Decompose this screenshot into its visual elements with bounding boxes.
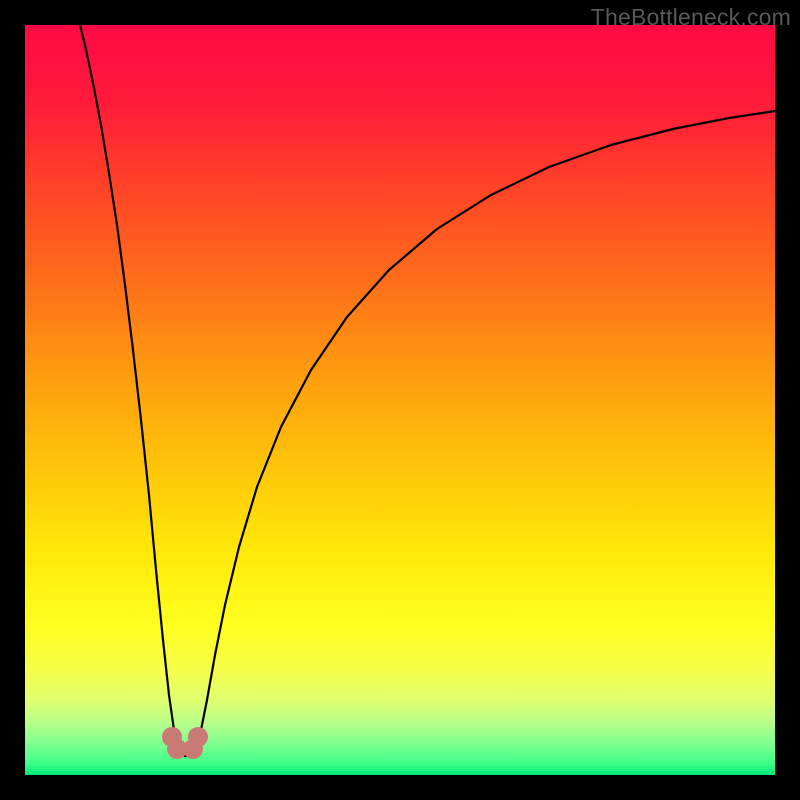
curve-layer [25, 25, 775, 775]
watermark-text: TheBottleneck.com [591, 4, 791, 31]
chart-frame: TheBottleneck.com [0, 0, 800, 800]
plot-area [25, 25, 775, 775]
bottleneck-curve [80, 25, 775, 756]
valley-marker [188, 727, 208, 747]
valley-markers [162, 727, 208, 759]
